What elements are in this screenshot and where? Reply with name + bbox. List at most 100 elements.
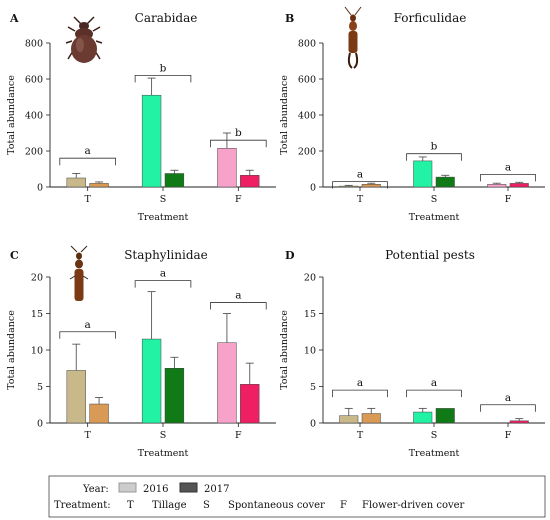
bar-t-2017 [89, 403, 109, 424]
y-axis-label: Total abundance [279, 310, 290, 390]
legend: Year: 2016 2017 Treatment: T Tillage S S… [48, 475, 546, 518]
legend-code-s: S [203, 500, 210, 511]
chart-title: Potential pests [385, 248, 475, 262]
x-tick-label: F [505, 194, 512, 205]
bar-t-2016 [339, 185, 359, 188]
bar-f-2017 [240, 384, 260, 424]
significance-bracket [210, 302, 267, 310]
y-tick-label: 10 [31, 346, 43, 357]
legend-name-flower: Flower-driven cover [362, 500, 465, 511]
y-tick-label: 15 [304, 309, 316, 320]
bar-t-2016 [66, 177, 86, 188]
significance-letter: a [505, 392, 511, 404]
x-tick-label: S [431, 430, 438, 441]
bar-t-2017 [89, 183, 109, 188]
x-tick-label: F [235, 194, 242, 205]
x-tick-label: T [84, 430, 91, 441]
bar-s-2017 [164, 368, 185, 424]
x-tick-label: F [235, 430, 242, 441]
legend-swatch-2017 [179, 482, 198, 493]
legend-code-t: T [127, 500, 134, 511]
y-tick-label: 5 [37, 382, 43, 393]
x-tick-label: T [357, 430, 364, 441]
bar-f-2016 [217, 342, 237, 424]
bar-s-2016 [141, 338, 162, 424]
significance-bracket [406, 153, 462, 161]
panel-b: B Forficulidae 0 200 400 600 800 Total abundanc… [279, 11, 545, 223]
significance-letter: a [505, 161, 511, 173]
significance-bracket [134, 75, 192, 83]
bar-t-2017 [361, 184, 381, 188]
bar-s-2017 [435, 176, 455, 188]
y-axis-label: Total abundance [6, 310, 17, 390]
bar-t-2016 [66, 370, 86, 424]
y-tick-label: 0 [37, 419, 43, 430]
y-tick-label: 200 [298, 147, 316, 158]
x-axis-label: Treatment [138, 448, 189, 459]
y-tick-label: 0 [37, 183, 43, 194]
significance-bracket [59, 157, 116, 166]
significance-bracket [134, 280, 192, 288]
y-axis-label: Total abundance [6, 75, 17, 155]
y-tick-label: 5 [310, 382, 316, 393]
y-tick-label: 800 [25, 39, 43, 50]
y-tick-label: 20 [304, 273, 316, 284]
significance-bracket [480, 404, 536, 412]
y-tick-label: 200 [25, 147, 43, 158]
x-tick-label: S [160, 430, 167, 441]
legend-code-f: F [340, 500, 347, 511]
significance-letter: a [357, 169, 363, 181]
chart-title: Forficulidae [394, 11, 467, 25]
panel-letter: C [10, 249, 19, 262]
significance-letter: a [85, 145, 91, 157]
earwig-icon [344, 6, 362, 69]
x-tick-label: T [357, 194, 364, 205]
y-tick-label: 15 [31, 309, 43, 320]
y-tick-label: 400 [298, 111, 316, 122]
bar-f-2017 [509, 183, 529, 188]
y-tick-label: 400 [25, 111, 43, 122]
legend-treatment-label: Treatment: [54, 500, 111, 511]
legend-year-label: Year: [82, 484, 109, 495]
significance-letter: a [357, 377, 363, 389]
x-axis-label: Treatment [409, 212, 460, 223]
y-tick-label: 0 [310, 183, 316, 194]
bar-s-2016 [413, 411, 433, 424]
significance-letter: b [235, 127, 242, 139]
significance-bracket [406, 389, 462, 398]
chart-title: Carabidae [135, 11, 198, 25]
significance-bracket [332, 181, 388, 189]
significance-letter: b [160, 62, 167, 74]
chart-title: Staphylinidae [124, 248, 208, 262]
y-tick-label: 10 [304, 346, 316, 357]
bar-f-2017 [509, 420, 529, 424]
x-axis-label: Treatment [138, 212, 189, 223]
bar-f-2016 [487, 184, 507, 188]
significance-bracket [332, 389, 388, 398]
x-tick-label: S [160, 194, 167, 205]
rove-beetle-icon [69, 245, 89, 301]
y-tick-label: 20 [31, 273, 43, 284]
bar-t-2017 [361, 413, 381, 424]
y-tick-label: 800 [298, 39, 316, 50]
legend-year-2017: 2017 [204, 484, 229, 495]
panel-letter: A [9, 12, 19, 25]
bar-s-2016 [141, 94, 162, 188]
legend-name-spontaneous: Spontaneous cover [228, 500, 325, 511]
significance-letter: a [85, 319, 91, 331]
ground-beetle-icon [65, 16, 103, 63]
y-tick-label: 0 [310, 419, 316, 430]
legend-name-tillage: Tillage [152, 500, 187, 511]
significance-bracket [59, 331, 116, 339]
significance-letter: b [431, 141, 438, 153]
legend-swatch-2016 [118, 482, 137, 493]
panel-letter: D [285, 249, 295, 262]
bar-t-2016 [339, 415, 359, 424]
significance-letter: a [160, 268, 166, 280]
bar-s-2017 [435, 408, 455, 424]
x-tick-label: S [431, 194, 438, 205]
significance-bracket [210, 139, 267, 148]
y-tick-label: 600 [298, 75, 316, 86]
bar-f-2016 [217, 148, 237, 188]
